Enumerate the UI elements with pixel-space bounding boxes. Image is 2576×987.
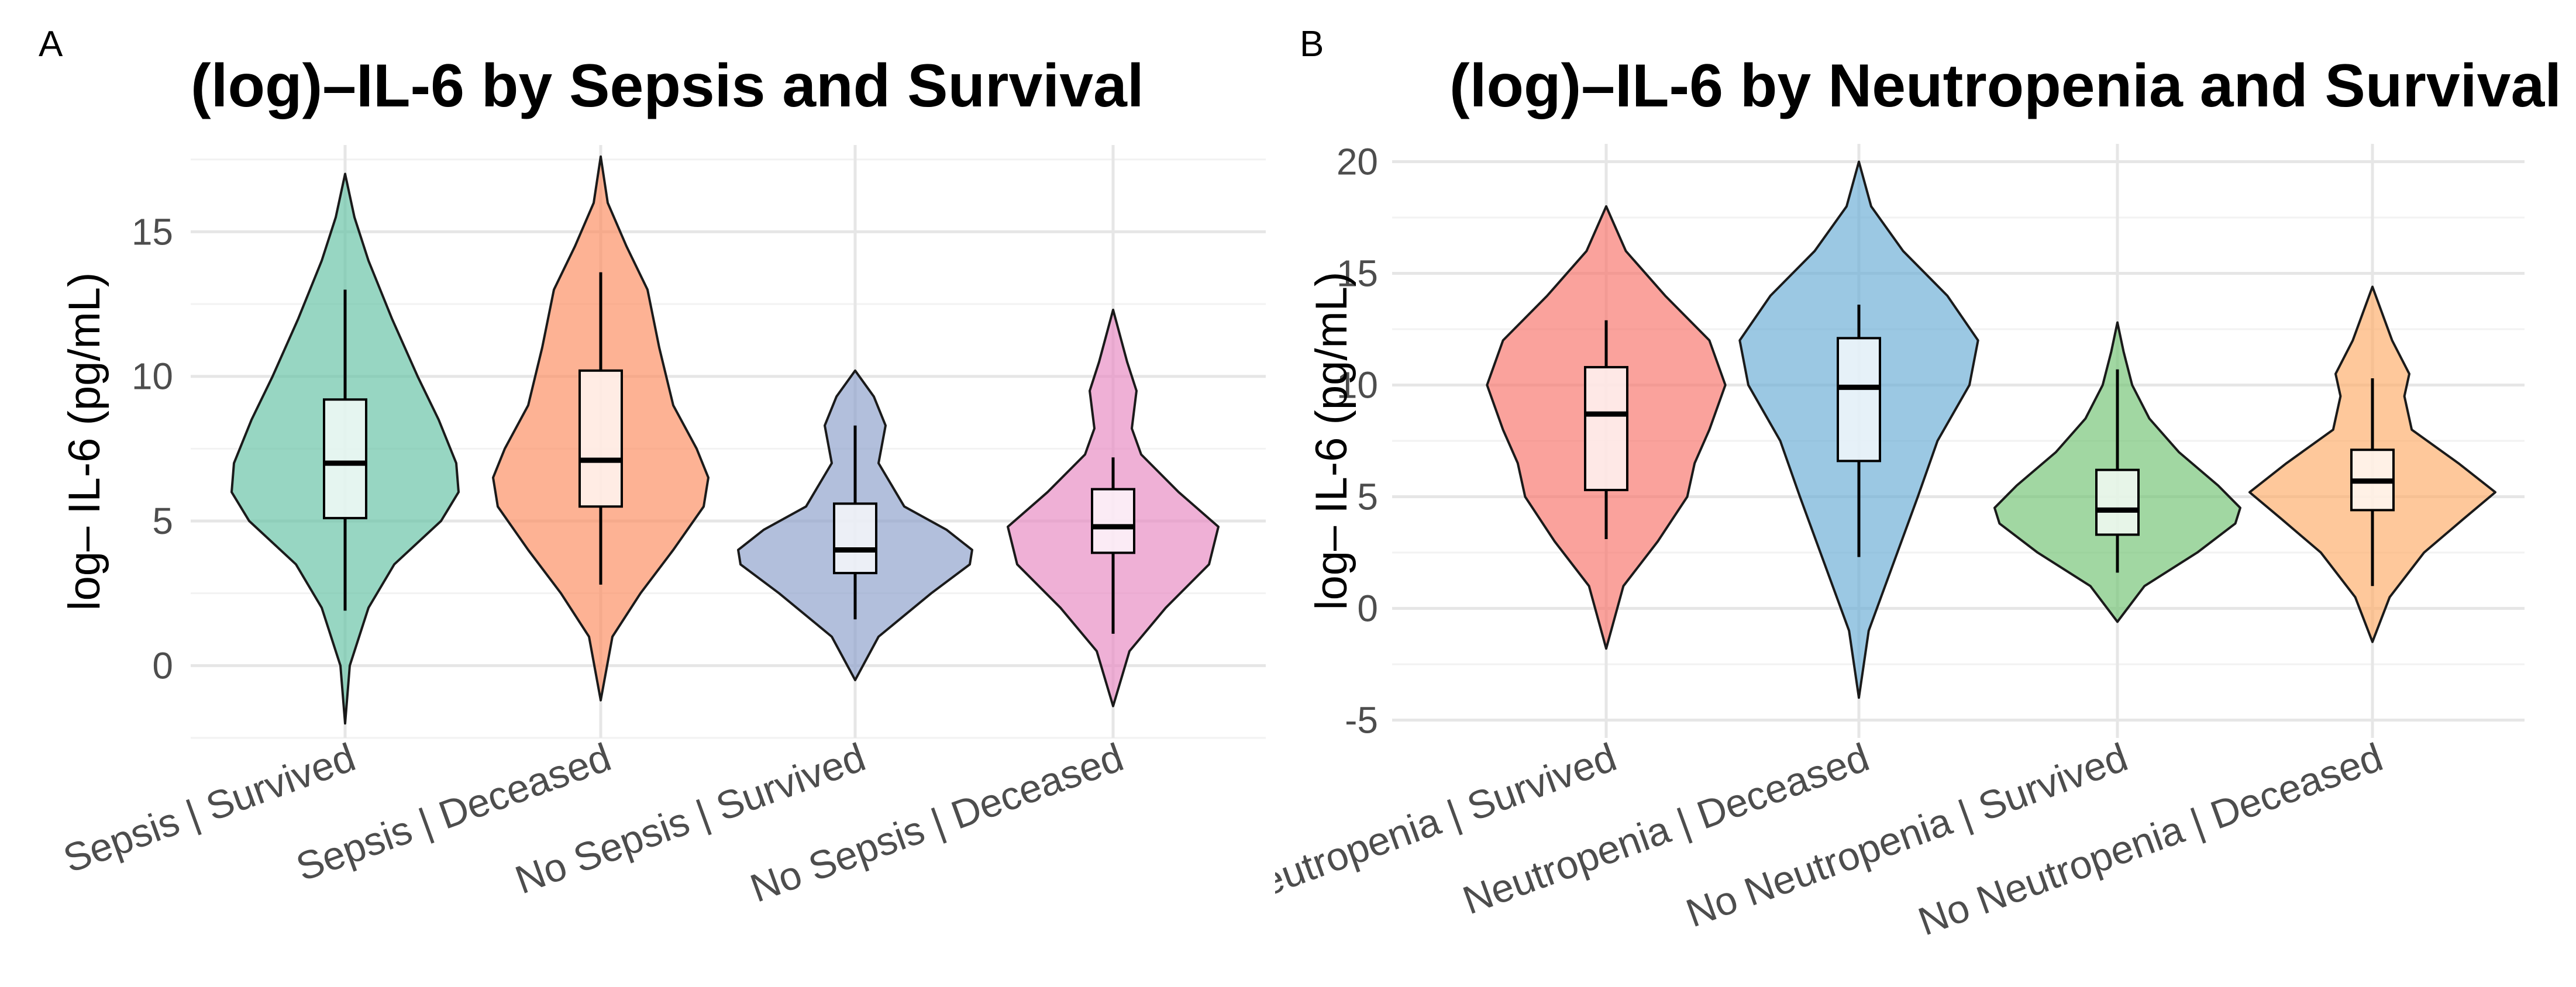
a-box-1: [323, 398, 367, 520]
b-xtick-label-4: No Neutropenia | Deceased: [1913, 735, 2388, 944]
b-box-3: [2095, 468, 2140, 536]
b-ytick-label: 20: [1337, 141, 1378, 183]
a-ytick-label: 0: [152, 644, 173, 686]
b-ylabel: log– IL-6 (pg/mL): [1307, 272, 1356, 610]
chart-b: -5 0 5 10 15 20 log– IL-6 (pg/mL) Neutropenia |…: [1275, 141, 2525, 944]
b-xtick-label-2: Neutropenia | Deceased: [1457, 735, 1875, 923]
b-ytick-label: -5: [1345, 699, 1378, 741]
b-ytick-label: 10: [1337, 364, 1378, 406]
b-ytick-label: 15: [1337, 253, 1378, 295]
a-ytick-label: 15: [132, 210, 173, 253]
b-ytick-label: 5: [1357, 475, 1378, 517]
b-xtick-label-3: No Neutropenia | Survived: [1680, 735, 2133, 936]
panel-b-title: (log)–IL-6 by Neutropenia and Survival: [1449, 52, 2562, 120]
a-box-2: [578, 369, 623, 508]
b-box-2: [1837, 337, 1881, 463]
panel-b-tag: B: [1300, 24, 1324, 64]
panel-a-title: (log)–IL-6 by Sepsis and Survival: [191, 52, 1144, 120]
b-ytick-label: 0: [1357, 587, 1378, 629]
a-ytick-label: 10: [132, 356, 173, 398]
b-box-1: [1584, 365, 1628, 492]
panel-a-tag: A: [39, 24, 63, 64]
a-ytick-label: 5: [152, 500, 173, 542]
b-xtick-label-1: Neutropenia | Survived: [1275, 735, 1622, 915]
a-box-3: [833, 502, 877, 575]
a-box-4: [1091, 488, 1135, 554]
a-ylabel: log– IL-6 (pg/mL): [60, 272, 109, 611]
